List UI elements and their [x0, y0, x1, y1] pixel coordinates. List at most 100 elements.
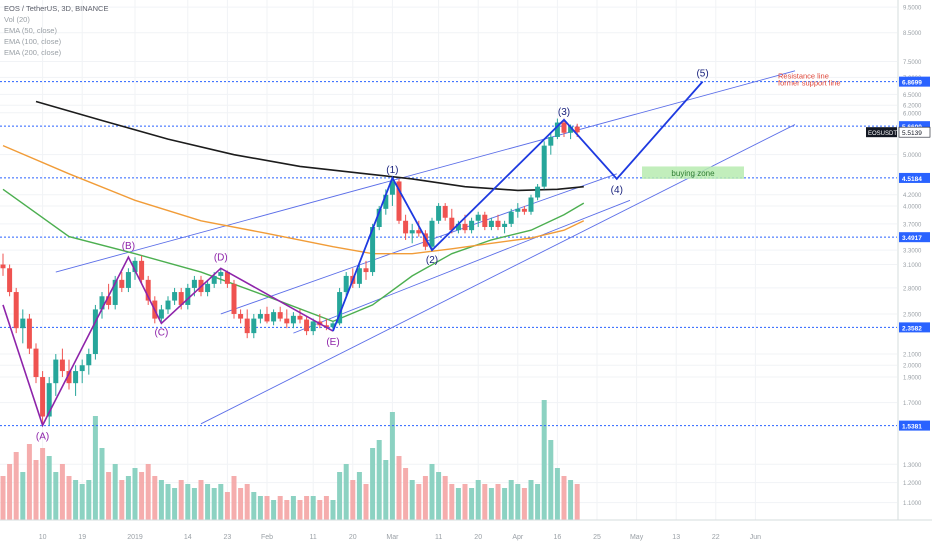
volume-bar [495, 484, 501, 520]
volume-bar [251, 492, 257, 520]
candle-body [244, 318, 250, 334]
candle-body [172, 292, 178, 301]
candle-body [158, 309, 164, 319]
candle-body [508, 211, 514, 224]
symbol-tag-label: EOSUSDT [868, 131, 897, 137]
candle-body [231, 283, 237, 314]
candle-body [0, 264, 6, 269]
candle-body [277, 312, 283, 319]
volume-bar [277, 496, 283, 520]
volume-bar [33, 460, 39, 520]
volume-bar [409, 480, 415, 520]
volume-bar [132, 468, 138, 520]
volume-bar [86, 480, 92, 520]
last-price-tag [898, 126, 931, 138]
candle-body [7, 268, 13, 293]
level-price-tag [899, 172, 930, 183]
level-price-label: 1.5381 [902, 424, 922, 431]
volume-bar [330, 500, 336, 520]
wave-abcde-path [2, 255, 334, 428]
candle-body [271, 312, 277, 322]
time-tick-label: 13 [672, 534, 680, 541]
volume-bar [92, 416, 98, 520]
candle-body [53, 359, 59, 384]
candle-body [528, 197, 534, 212]
candle-body [13, 292, 19, 329]
candle-body [541, 145, 547, 187]
volume-bar [238, 488, 244, 520]
volume-bar [370, 448, 376, 520]
volume-bar [310, 496, 316, 520]
candle-body [211, 275, 217, 284]
volume-bar [521, 488, 527, 520]
time-tick-label: 19 [78, 534, 86, 541]
price-tick-label: 1.9000 [903, 376, 922, 382]
candle-body [535, 186, 541, 198]
price-tick-label: 2.8000 [903, 286, 922, 292]
candle-body [218, 272, 224, 276]
candle-body [125, 272, 131, 288]
candle-body [488, 220, 494, 227]
wave-label: (E) [326, 337, 339, 348]
price-tick-label: 8.5000 [903, 31, 922, 37]
candle-body [416, 230, 422, 234]
candle-body [442, 205, 448, 218]
candle-body [515, 208, 521, 212]
time-tick-label: 10 [39, 534, 47, 541]
moving-average-line [35, 100, 584, 192]
price-tick-label: 3.7000 [903, 222, 922, 228]
candle-body [264, 313, 270, 322]
volume-bar [264, 496, 270, 520]
volume-bar [205, 484, 211, 520]
volume-bar [53, 472, 59, 520]
candle-body [165, 300, 171, 310]
candle-body [449, 217, 455, 231]
volume-bar [482, 484, 488, 520]
wave-label: (A) [36, 431, 49, 442]
volume-bar [442, 476, 448, 520]
volume-bar [125, 476, 131, 520]
volume-bar [218, 484, 224, 520]
candle-body [469, 220, 475, 231]
volume-bar [40, 448, 46, 520]
candle-body [185, 287, 191, 305]
moving-average-line [2, 188, 585, 323]
candle-body [178, 292, 184, 305]
volume-bar [422, 476, 428, 520]
candle-body [257, 313, 263, 319]
volume-bar [535, 484, 541, 520]
candle-body [376, 208, 382, 227]
candle-body [112, 279, 118, 305]
price-tick-label: 5.0000 [903, 153, 922, 159]
candle-body [370, 226, 376, 273]
price-tick-label: 6.0000 [903, 111, 922, 117]
volume-bar [284, 500, 290, 520]
volume-bar [211, 488, 217, 520]
last-price-label: 5.5139 [902, 130, 922, 137]
candle-body [284, 318, 290, 324]
volume-bar [337, 472, 343, 520]
volume-bar [317, 500, 323, 520]
time-tick-label: 23 [224, 534, 232, 541]
price-tick-label: 9.5000 [903, 6, 922, 12]
candle-body [304, 319, 310, 332]
candle-body [251, 318, 257, 334]
candle-body [191, 279, 197, 288]
legend-symbol: EOS / TetherUS, 3D, BINANCE [4, 4, 109, 13]
candle-body [26, 318, 32, 349]
candle-body [396, 181, 402, 221]
price-tick-label: 3.3000 [903, 249, 922, 255]
volume-bar [561, 476, 567, 520]
former-support-label: former support line [778, 79, 841, 88]
candle-body [297, 315, 303, 320]
volume-bar [59, 464, 65, 520]
price-tick-label: 6.2000 [903, 104, 922, 110]
price-tick-label: 2.0000 [903, 364, 922, 370]
volume-bar [304, 496, 310, 520]
candle-body [46, 383, 52, 417]
level-price-label: 3.4917 [902, 235, 922, 242]
candle-body [33, 348, 39, 378]
volume-bar [26, 444, 32, 520]
